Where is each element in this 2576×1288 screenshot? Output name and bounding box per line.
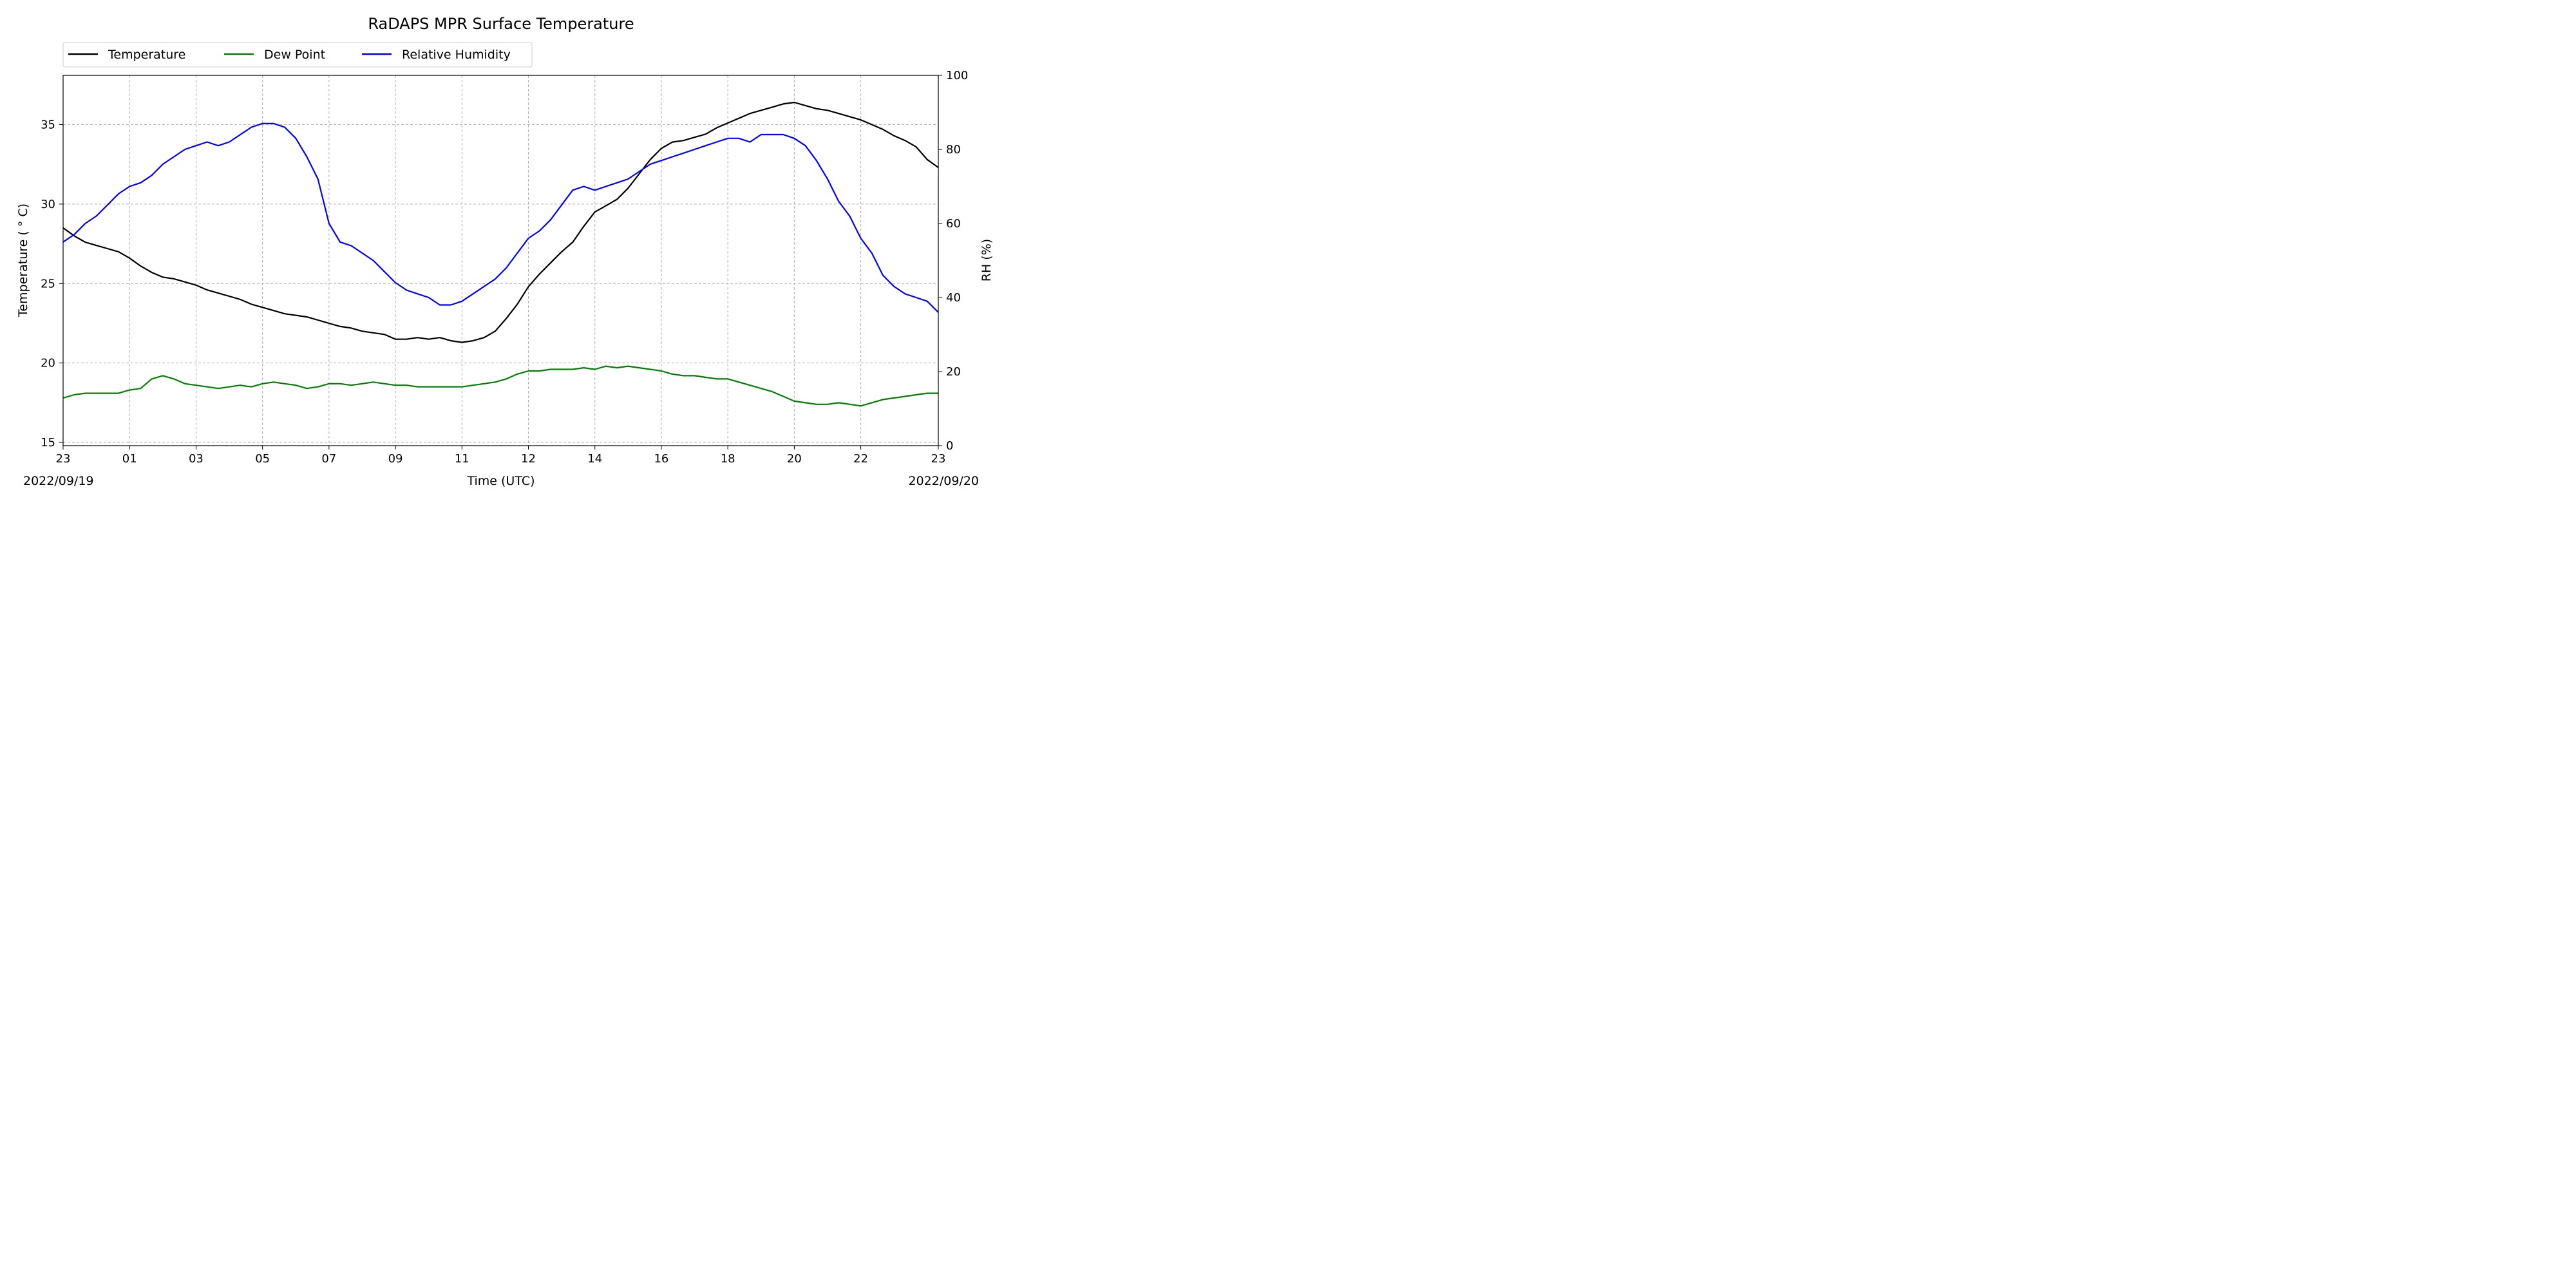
legend: Temperature Dew Point Relative Humidity (62, 42, 533, 68)
x-tick-label: 12 (521, 452, 536, 466)
chart-figure: RaDAPS MPR Surface Temperature Temperatu… (0, 0, 1005, 502)
x-tick-label: 03 (189, 452, 204, 466)
y-tick-label: 20 (41, 357, 55, 370)
y-tick-label: 25 (41, 277, 55, 290)
x-tick-label: 18 (721, 452, 735, 466)
x-tick-label: 14 (587, 452, 602, 466)
y-tick-label: 15 (41, 436, 55, 450)
grid (62, 75, 939, 446)
legend-label: Relative Humidity (402, 48, 511, 62)
y2-tick-label: 40 (946, 291, 961, 305)
y2-tick-label: 100 (946, 69, 968, 82)
y-tick-label: 35 (41, 118, 55, 132)
date-start-label: 2022/09/19 (23, 474, 94, 488)
x-tick-label: 23 (931, 452, 946, 466)
x-axis-label: Time (UTC) (466, 474, 535, 488)
series-line-dew-point (62, 365, 938, 407)
x-tick-label: 05 (255, 452, 270, 466)
x-tick-label: 11 (455, 452, 469, 466)
series-line-relative-humidity (62, 122, 939, 313)
chart-title: RaDAPS MPR Surface Temperature (368, 15, 634, 33)
x-tick-label: 20 (787, 452, 802, 466)
legend-label: Dew Point (264, 48, 325, 62)
series-line-temperature (62, 101, 939, 343)
chart-canvas: RaDAPS MPR Surface Temperature Temperatu… (16, 15, 994, 488)
series-layer (62, 101, 939, 407)
y2-tick-label: 80 (946, 143, 961, 156)
axes: 23 01 03 05 07 09 11 12 14 16 18 20 22 23152025303502… (41, 69, 968, 466)
x-tick-label: 07 (321, 452, 336, 466)
legend-label: Temperature (108, 48, 185, 62)
legend-box (62, 42, 533, 68)
x-tick-label: 09 (388, 452, 403, 466)
y-tick-label: 30 (41, 198, 55, 211)
y2-axis-label: RH (%) (980, 239, 994, 281)
plot-frame (62, 75, 939, 446)
y-axis-label: Temperature ( ° C) (16, 204, 30, 317)
x-tick-label: 01 (122, 452, 137, 466)
y2-tick-label: 0 (946, 439, 953, 453)
date-end-label: 2022/09/20 (908, 474, 979, 488)
y2-tick-label: 60 (946, 217, 961, 231)
x-tick-label: 23 (56, 452, 71, 466)
x-tick-label: 22 (853, 452, 868, 466)
y2-tick-label: 20 (946, 365, 961, 379)
x-tick-label: 16 (654, 452, 668, 466)
